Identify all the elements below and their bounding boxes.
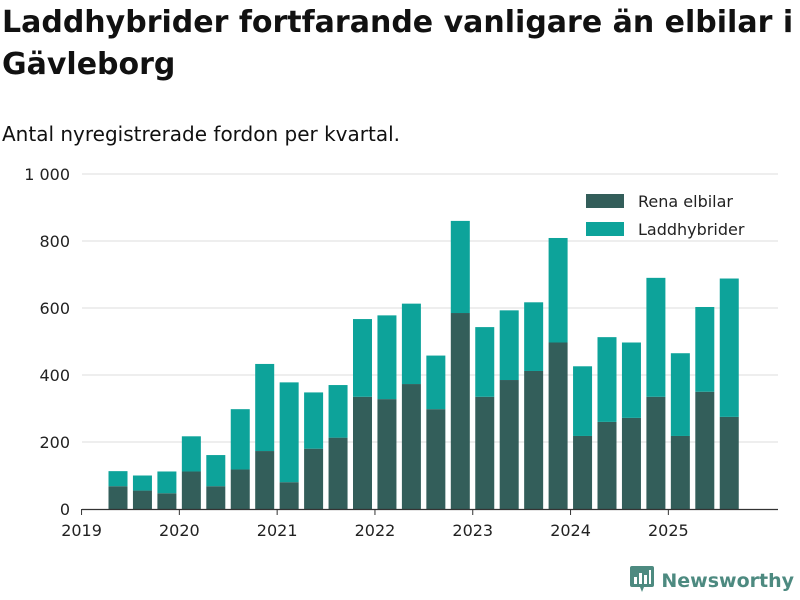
bar-laddhybrider (206, 455, 226, 487)
bar-rena-elbilar (426, 409, 446, 509)
bar-rena-elbilar (524, 370, 544, 509)
bar-rena-elbilar (304, 448, 324, 509)
x-axis: 2019 2020 2021 2022 2023 2024 2025 (61, 508, 778, 540)
bar-rena-elbilar (401, 384, 421, 509)
y-tick-label: 600 (39, 299, 70, 318)
bar-laddhybrider (108, 471, 128, 487)
bar-laddhybrider (524, 302, 544, 371)
bar-laddhybrider (670, 353, 690, 436)
chart-subtitle: Antal nyregistrerade fordon per kvartal. (2, 122, 401, 146)
y-tick-label: 0 (60, 500, 70, 519)
x-tick-label: 2019 (61, 521, 102, 540)
legend-swatch (586, 222, 624, 236)
bar-rena-elbilar (450, 313, 470, 509)
bar-laddhybrider (181, 436, 201, 472)
bar-laddhybrider (230, 409, 250, 470)
bar-laddhybrider (255, 363, 275, 452)
newsworthy-logo-text: Newsworthy (661, 570, 794, 592)
bar-rena-elbilar (597, 421, 617, 509)
bar-rena-elbilar (719, 416, 739, 509)
bar-rena-elbilar (328, 437, 348, 509)
bar-laddhybrider (279, 382, 299, 483)
bar-rena-elbilar (181, 471, 201, 509)
x-tick-label: 2024 (550, 521, 591, 540)
chart-title: Laddhybrider fortfarande vanligare än el… (2, 5, 794, 82)
bar-rena-elbilar (255, 451, 275, 509)
bar-rena-elbilar (499, 380, 519, 509)
bar-laddhybrider (304, 392, 324, 449)
newsworthy-logo-icon (629, 564, 655, 598)
legend-label: Rena elbilar (638, 192, 733, 211)
bar-rena-elbilar (353, 396, 372, 509)
bar-laddhybrider (401, 303, 421, 385)
bar-rena-elbilar (475, 396, 495, 509)
bar-rena-elbilar (621, 417, 641, 509)
x-tick-label: 2023 (452, 521, 493, 540)
bar-laddhybrider (475, 327, 495, 397)
newsworthy-logo: Newsworthy (629, 566, 794, 596)
x-tick-label: 2025 (648, 521, 689, 540)
bar-laddhybrider (719, 278, 739, 417)
bar-rena-elbilar (377, 399, 397, 509)
legend-swatch (586, 194, 624, 208)
bars (108, 220, 739, 509)
y-tick-label: 800 (39, 232, 70, 251)
bar-laddhybrider (328, 385, 348, 438)
x-tick-label: 2020 (159, 521, 200, 540)
y-axis-labels: 0 200 400 600 800 1 000 (24, 165, 70, 519)
bar-laddhybrider (157, 471, 177, 494)
bar-laddhybrider (426, 355, 446, 410)
bar-rena-elbilar (548, 342, 568, 509)
legend: Rena elbilar Laddhybrider (586, 192, 745, 239)
bar-laddhybrider (353, 319, 372, 397)
bar-laddhybrider (499, 310, 519, 381)
bar-rena-elbilar (695, 391, 715, 509)
bar-rena-elbilar (108, 486, 128, 509)
bar-rena-elbilar (206, 486, 226, 509)
bar-laddhybrider (695, 306, 715, 392)
bar-rena-elbilar (646, 396, 666, 509)
bar-rena-elbilar (132, 490, 152, 509)
bar-laddhybrider (573, 366, 593, 436)
bar-rena-elbilar (279, 482, 299, 509)
legend-label: Laddhybrider (638, 220, 745, 239)
bar-rena-elbilar (230, 469, 250, 509)
y-tick-label: 400 (39, 366, 70, 385)
bar-laddhybrider (132, 475, 152, 491)
y-tick-label: 1 000 (24, 165, 70, 184)
x-tick-label: 2022 (355, 521, 396, 540)
bar-laddhybrider (621, 342, 641, 418)
bar-laddhybrider (646, 277, 666, 397)
bar-laddhybrider (377, 315, 397, 400)
bar-laddhybrider (597, 337, 617, 422)
y-tick-label: 200 (39, 433, 70, 452)
bar-laddhybrider (450, 220, 470, 314)
bar-laddhybrider (548, 237, 568, 343)
bar-rena-elbilar (573, 435, 593, 509)
bar-rena-elbilar (157, 493, 177, 509)
x-tick-label: 2021 (257, 521, 298, 540)
bar-rena-elbilar (670, 435, 690, 509)
